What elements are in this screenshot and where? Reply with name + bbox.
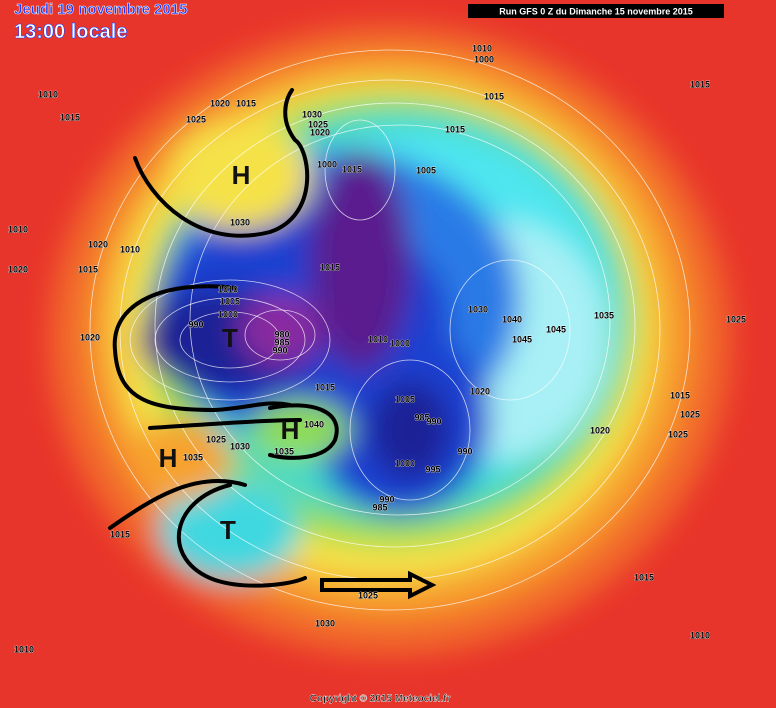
isobars (89, 49, 691, 611)
isobar-label: 1000 (317, 159, 337, 169)
isobar-label: 1010 (120, 244, 140, 254)
isobar-label: 990 (272, 345, 287, 355)
isobar-label: 1015 (110, 529, 130, 539)
isobar-label: 1045 (512, 334, 532, 344)
isobar-label: 1010 (8, 224, 28, 234)
isobar-label: 1010 (690, 630, 710, 640)
isobar-label: 1015 (236, 98, 256, 108)
isobar-label: 1015 (690, 79, 710, 89)
isobar-label: 1045 (546, 324, 566, 334)
isobar-label: 1000 (474, 54, 494, 64)
isobar-label: 1020 (80, 332, 100, 342)
isobar-label: 1020 (8, 264, 28, 274)
isobar-label: 1015 (484, 91, 504, 101)
isobar-label: 1000 (395, 458, 415, 468)
map-date: Jeudi 19 novembre 2015 (14, 1, 187, 18)
isobar-label: 1025 (668, 429, 688, 439)
copyright: Copyright © 2015 Meteociel.fr (310, 694, 451, 705)
pressure-centers: H T H H T (159, 160, 300, 545)
isobar-label: 1030 (468, 304, 488, 314)
map-time: 13:00 locale (14, 21, 127, 43)
isobar-label: 985 (372, 502, 387, 512)
isobar-label: 1020 (590, 425, 610, 435)
run-bar (468, 4, 724, 18)
isobar-label: 1025 (308, 119, 328, 129)
isobar-label: 1015 (78, 264, 98, 274)
isobar-label: 1030 (315, 618, 335, 628)
isobar-label: 1025 (206, 434, 226, 444)
isobar-label: 1030 (230, 217, 250, 227)
isobar-label: 1020 (470, 386, 490, 396)
isobar-label: 1010 (472, 43, 492, 53)
isobar-label: 1035 (183, 452, 203, 462)
isobar-label: 990 (379, 494, 394, 504)
isobar-label: 1000 (218, 309, 238, 319)
fronts (108, 88, 437, 600)
isobar-label: 1005 (416, 165, 436, 175)
isobar-label: 1020 (210, 98, 230, 108)
isobar-label: 1010 (368, 334, 388, 344)
isobar-label: 990 (188, 319, 203, 329)
isobar-label: 1005 (395, 394, 415, 404)
isobar-label: 1015 (315, 382, 335, 392)
pressure-center: T (220, 515, 236, 545)
isobar-label: 1030 (230, 441, 250, 451)
isobar-label: 1010 (14, 644, 34, 654)
pressure-center: T (222, 323, 238, 353)
isobar-label: 1020 (88, 239, 108, 249)
isobar-label: 1035 (594, 310, 614, 320)
isobar-label: 1040 (502, 314, 522, 324)
isobar-label: 1035 (274, 446, 294, 456)
isobar-label: 1015 (342, 164, 362, 174)
isobar-label: 1000 (390, 338, 410, 348)
isobar-label: 980 (274, 329, 289, 339)
pressure-center: H (159, 443, 178, 473)
isobar-label: 1020 (310, 127, 330, 137)
isobar-label: 990 (426, 416, 441, 426)
isobar-label: 1015 (670, 390, 690, 400)
isobar-label: 1025 (726, 314, 746, 324)
isobar-label: 985 (414, 412, 429, 422)
isobar-label: 1025 (186, 114, 206, 124)
isobar-label: 1025 (358, 590, 378, 600)
pressure-center: H (232, 160, 251, 190)
run-info: Run GFS 0 Z du Dimanche 15 novembre 2015 (499, 6, 693, 16)
isobar-label: 1010 (38, 89, 58, 99)
isobar-label: 1010 (218, 284, 238, 294)
isobar-label: 1040 (304, 419, 324, 429)
isobar-label: 1015 (634, 572, 654, 582)
isobar-label: 1015 (445, 124, 465, 134)
isobar-label: 990 (457, 446, 472, 456)
isobar-label: 1025 (680, 409, 700, 419)
isobar-label: 1030 (302, 109, 322, 119)
pressure-center: H (281, 415, 300, 445)
isobar-label: 1015 (320, 262, 340, 272)
isobar-label: 1005 (220, 296, 240, 306)
isobar-label: 985 (274, 337, 289, 347)
isobar-label: 995 (425, 464, 440, 474)
isobar-label: 1015 (60, 112, 80, 122)
